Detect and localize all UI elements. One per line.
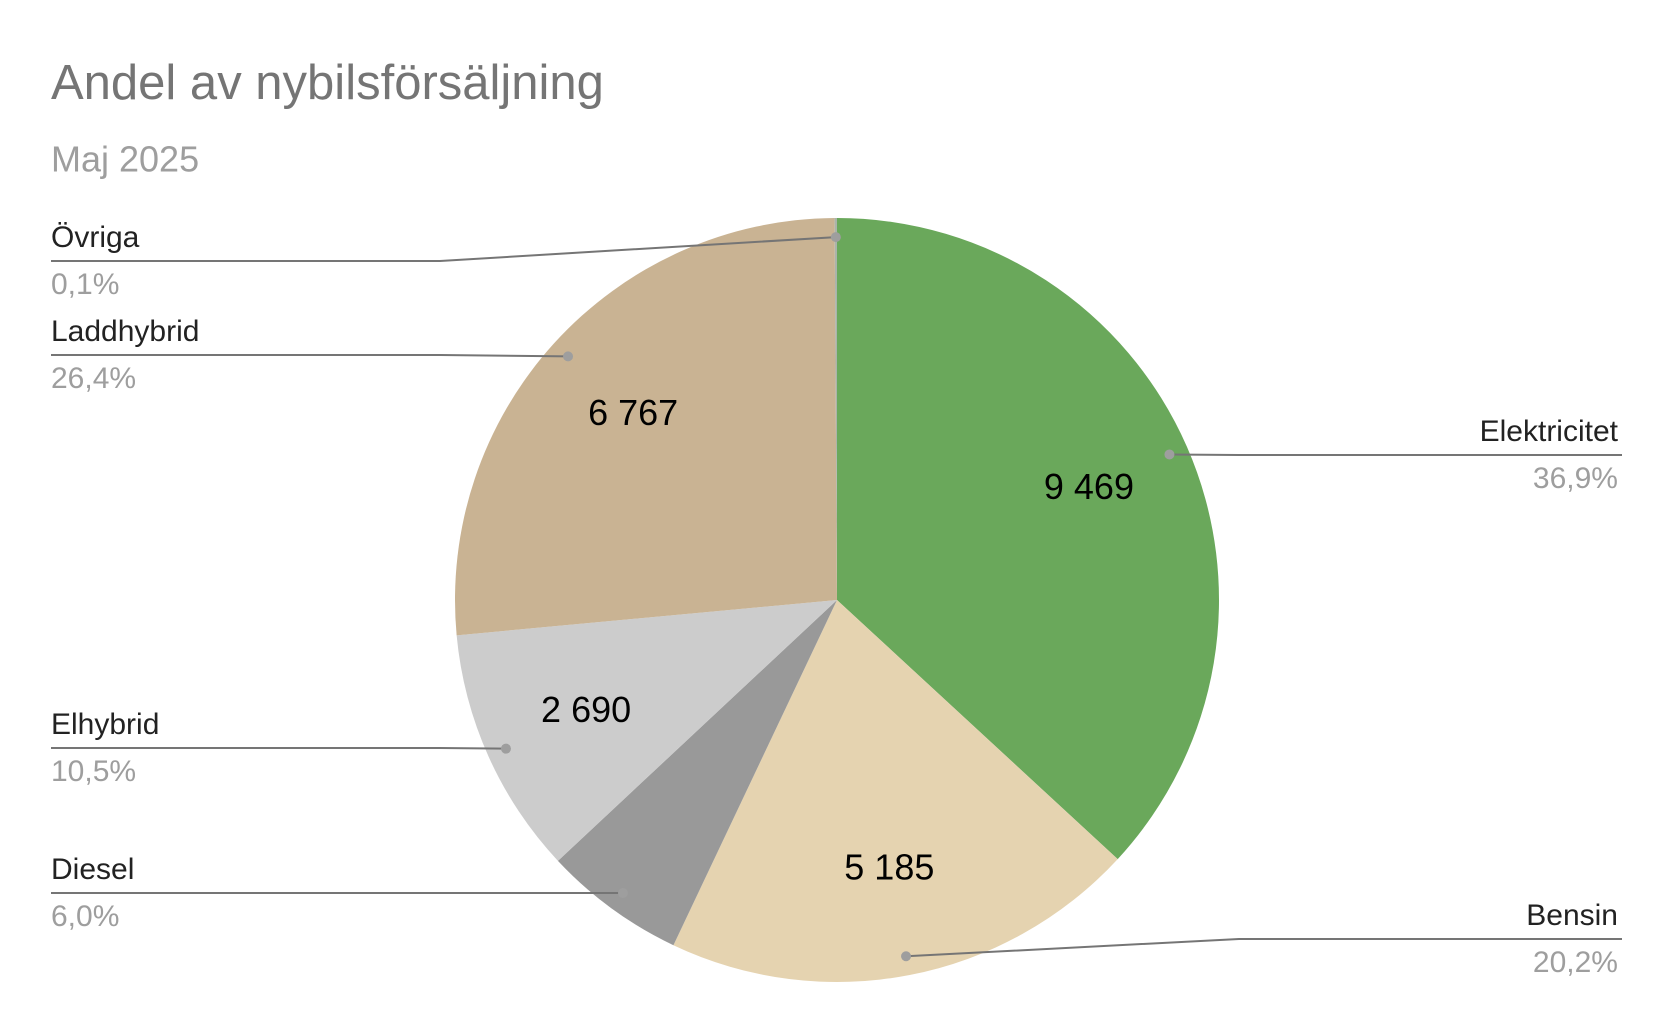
leader-dot xyxy=(617,888,628,899)
leader-dot xyxy=(830,232,841,243)
leader-dot xyxy=(1164,449,1175,460)
leader-dot xyxy=(563,351,574,362)
share-label: 36,9% xyxy=(1533,462,1618,495)
pie-slice xyxy=(837,218,1219,860)
chart-subtitle: Maj 2025 xyxy=(51,139,199,180)
legend-label: Elhybrid xyxy=(51,708,159,741)
chart-title: Andel av nybilsförsäljning xyxy=(51,56,604,110)
pie-slice xyxy=(834,218,837,600)
leader-dot xyxy=(500,743,511,754)
leader-line xyxy=(1169,453,1622,456)
pie-slice xyxy=(455,218,837,636)
share-label: 6,0% xyxy=(51,900,119,933)
pie-slice xyxy=(456,600,837,861)
count-label: 2 690 xyxy=(541,689,631,730)
legend-label: Övriga xyxy=(51,221,140,254)
legend-label: Laddhybrid xyxy=(51,315,199,348)
legend-label: Diesel xyxy=(51,853,134,886)
count-label: 5 185 xyxy=(844,847,934,888)
leader-line xyxy=(51,236,836,262)
share-label: 26,4% xyxy=(51,362,136,395)
pie-slice xyxy=(557,600,837,946)
legend-label: Elektricitet xyxy=(1480,415,1619,448)
share-label: 10,5% xyxy=(51,755,136,788)
leader-line xyxy=(906,938,1622,958)
share-label: 20,2% xyxy=(1533,946,1618,979)
pie-slice xyxy=(673,600,1118,982)
leader-line xyxy=(51,747,506,750)
leader-dot xyxy=(901,951,912,962)
count-label: 9 469 xyxy=(1044,466,1134,507)
count-label: 6 767 xyxy=(588,392,678,433)
legend-label: Bensin xyxy=(1526,899,1618,932)
leader-line xyxy=(51,354,569,358)
share-label: 0,1% xyxy=(51,268,119,301)
